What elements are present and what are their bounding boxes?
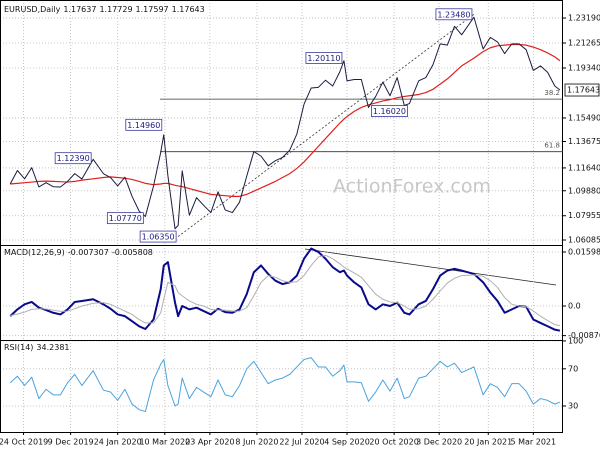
fib-label: 38.2 — [544, 89, 560, 97]
header-part: -0.007307 — [68, 248, 109, 257]
annotation-box — [139, 230, 177, 243]
annotation-box — [125, 118, 163, 131]
x-tick-label: 9 Dec 2019 — [48, 438, 94, 447]
x-tick-label: 23 Apr 2020 — [185, 438, 234, 447]
header-part: MACD(12,26,9) — [4, 248, 65, 257]
x-tick-label: 8 Jun 2020 — [235, 438, 278, 447]
y-tick-label: 1.13675 — [568, 137, 600, 146]
x-tick-label: 20 Oct 2020 — [369, 438, 418, 447]
annotation-label: 1.16020 — [373, 107, 406, 116]
y-tick-label: -0.008762 — [568, 331, 600, 340]
y-tick-label: 0.0 — [568, 302, 581, 311]
panel-header: RSI(14) 34.2381 — [4, 343, 70, 352]
header-part: -0.005808 — [112, 248, 153, 257]
y-tick-label: 1.07955 — [568, 211, 600, 220]
price-box-label: 1.17643 — [567, 86, 600, 95]
header-part: RSI(14) — [4, 343, 33, 352]
annotation-label: 1.12390 — [57, 154, 90, 163]
x-tick-label: 20 Jan 2021 — [464, 438, 512, 447]
x-tick-label: 5 Mar 2021 — [510, 438, 556, 447]
y-tick-label: 1.19340 — [568, 63, 600, 72]
annotation-box — [435, 8, 473, 21]
annotation-label: 1.14960 — [127, 121, 160, 130]
x-tick-label: 3 Dec 2020 — [416, 438, 462, 447]
annotation-label: 1.20110 — [307, 54, 340, 63]
x-tick-label: 22 Jul 2020 — [279, 438, 324, 447]
panel-header: MACD(12,26,9) -0.007307 -0.005808 — [4, 248, 153, 257]
x-tick-label: 24 Oct 2019 — [0, 438, 48, 447]
annotation-box — [106, 212, 144, 225]
y-tick-label: 0.015983 — [568, 248, 600, 257]
trend-line — [177, 13, 475, 237]
series-line — [10, 43, 561, 197]
x-tick-label: 4 Sep 2020 — [324, 438, 370, 447]
price-box — [564, 83, 600, 97]
header-part: 1.17597 — [136, 5, 169, 14]
series-line — [10, 254, 561, 327]
y-tick-label: 1.21265 — [568, 39, 600, 48]
x-tick-label: 10 Mar 2020 — [139, 438, 190, 447]
series-line — [9, 247, 561, 332]
y-tick-label: 70 — [568, 364, 578, 373]
header-part: 1.17637 — [63, 5, 96, 14]
header-part: EURUSD,Daily — [4, 5, 61, 14]
series-line — [9, 16, 561, 230]
header-part: 1.17643 — [172, 5, 205, 14]
y-tick-label: 1.15490 — [568, 113, 600, 122]
y-tick-label: 1.06085 — [568, 236, 600, 245]
header-part: 1.17729 — [99, 5, 132, 14]
annotation-label: 1.23480 — [437, 10, 470, 19]
y-tick-label: 100 — [568, 336, 583, 345]
annotation-box — [54, 152, 92, 165]
series-line — [9, 357, 561, 413]
panel-header: EURUSD,Daily 1.17637 1.17729 1.17597 1.17643 — [4, 5, 205, 14]
x-tick-label: 24 Jan 2020 — [94, 438, 142, 447]
annotation-box — [371, 105, 408, 117]
y-tick-label: 1.09880 — [568, 186, 600, 195]
watermark: ActionForex.com — [333, 176, 491, 198]
header-part: 34.2381 — [36, 343, 69, 352]
y-tick-label: 30 — [568, 401, 578, 410]
annotation-box — [305, 52, 343, 64]
fib-label: 61.8 — [544, 142, 560, 150]
annotation-label: 1.07770 — [109, 214, 142, 223]
panel-border — [0, 340, 563, 433]
annotation-label: 1.06350 — [142, 233, 175, 242]
y-tick-label: 1.11640 — [568, 163, 600, 172]
y-tick-label: 1.23190 — [568, 14, 600, 23]
